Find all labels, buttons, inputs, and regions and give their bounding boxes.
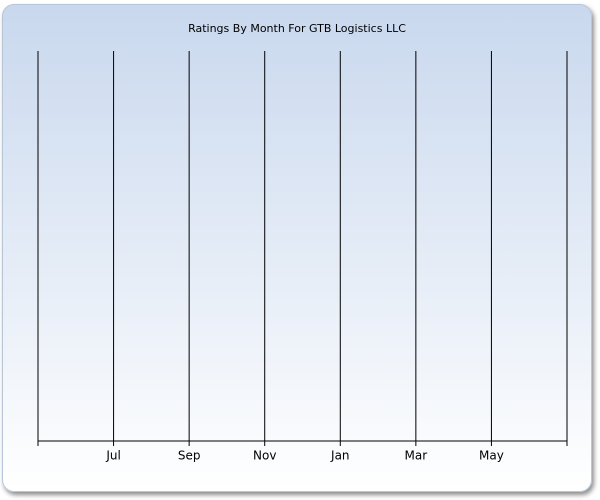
chart-title: Ratings By Month For GTB Logistics LLC [188,22,406,35]
x-tick-label: Nov [253,449,276,463]
x-tick-label: Sep [178,449,201,463]
chart-panel [2,4,592,492]
x-tick-label: Mar [405,449,428,463]
x-tick-label: May [479,449,504,463]
x-tick-label: Jul [105,449,120,463]
x-tick-label: Jan [330,449,350,463]
